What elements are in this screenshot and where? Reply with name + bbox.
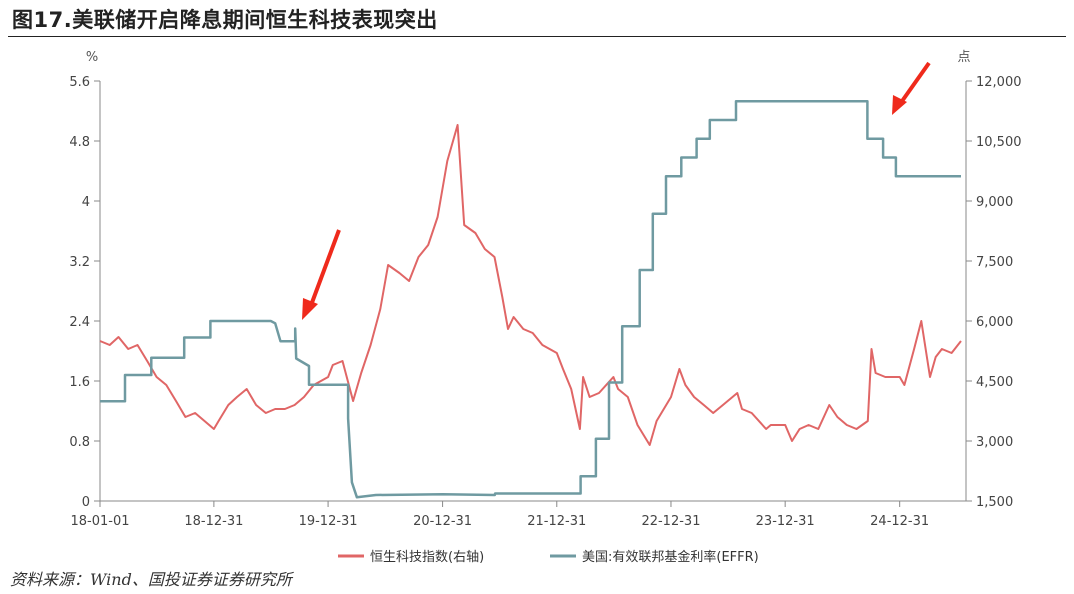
arrow-annotation-2024-head — [892, 95, 907, 115]
chart: % 点 0 0.8 1.6 2.4 3.2 4 4.8 5.6 1,500 3,000 4,500… — [69, 50, 1022, 565]
left-tick-label: 3.2 — [69, 255, 90, 270]
left-tick-label: 0.8 — [69, 435, 90, 450]
x-tick-label: 24-12-31 — [870, 514, 929, 529]
left-tick-label: 5.6 — [69, 75, 90, 90]
arrow-annotation-2024 — [898, 61, 931, 106]
right-tick-label: 3,000 — [976, 435, 1013, 450]
right-tick-label: 12,000 — [976, 75, 1022, 90]
figure-title: 图17.美联储开启降息期间恒生科技表现突出 — [12, 8, 438, 32]
legend-label-effr: 美国:有效联邦基金利率(EFFR) — [582, 549, 759, 565]
left-tick-label: 0 — [82, 495, 90, 510]
x-axis-ticks: 18-01-01 18-12-31 19-12-31 20-12-31 21-12-31… — [70, 501, 929, 529]
right-axis-ticks: 1,500 3,000 4,500 6,000 7,500 9,000 10,500 12,0… — [966, 75, 1022, 510]
right-tick-label: 9,000 — [976, 195, 1013, 210]
right-tick-label: 1,500 — [976, 495, 1013, 510]
x-tick-label: 18-01-01 — [70, 514, 129, 529]
x-tick-label: 19-12-31 — [299, 514, 358, 529]
x-tick-label: 21-12-31 — [527, 514, 586, 529]
annotation-arrows — [302, 61, 931, 320]
right-tick-label: 4,500 — [976, 375, 1013, 390]
right-tick-label: 7,500 — [976, 255, 1013, 270]
arrow-annotation-2019-head — [302, 298, 318, 320]
series-line-effr — [100, 100, 961, 499]
left-tick-label: 4.8 — [69, 135, 90, 150]
x-tick-label: 18-12-31 — [184, 514, 243, 529]
x-tick-label: 20-12-31 — [413, 514, 472, 529]
figure-header: 图17.美联储开启降息期间恒生科技表现突出 — [8, 2, 1066, 37]
right-tick-label: 10,500 — [976, 135, 1022, 150]
right-axis-unit: 点 — [957, 50, 970, 65]
left-axis-ticks: 0 0.8 1.6 2.4 3.2 4 4.8 5.6 — [69, 75, 100, 510]
left-tick-label: 4 — [82, 195, 90, 210]
legend-label-hstech: 恒生科技指数(右轴) — [370, 550, 484, 565]
left-tick-label: 2.4 — [69, 315, 90, 330]
right-tick-label: 6,000 — [976, 315, 1013, 330]
source-note: 资料来源：Wind、国投证券证券研究所 — [10, 570, 292, 589]
x-tick-label: 22-12-31 — [641, 514, 700, 529]
left-tick-label: 1.6 — [69, 375, 90, 390]
series-layer — [99, 100, 962, 499]
chart-axes — [99, 81, 967, 502]
series-line-hstech — [99, 124, 962, 446]
arrow-annotation-2019 — [308, 229, 341, 309]
left-axis-unit: % — [86, 50, 98, 65]
x-tick-label: 23-12-31 — [756, 514, 815, 529]
legend: 恒生科技指数(右轴) 美国:有效联邦基金利率(EFFR) — [338, 549, 759, 565]
